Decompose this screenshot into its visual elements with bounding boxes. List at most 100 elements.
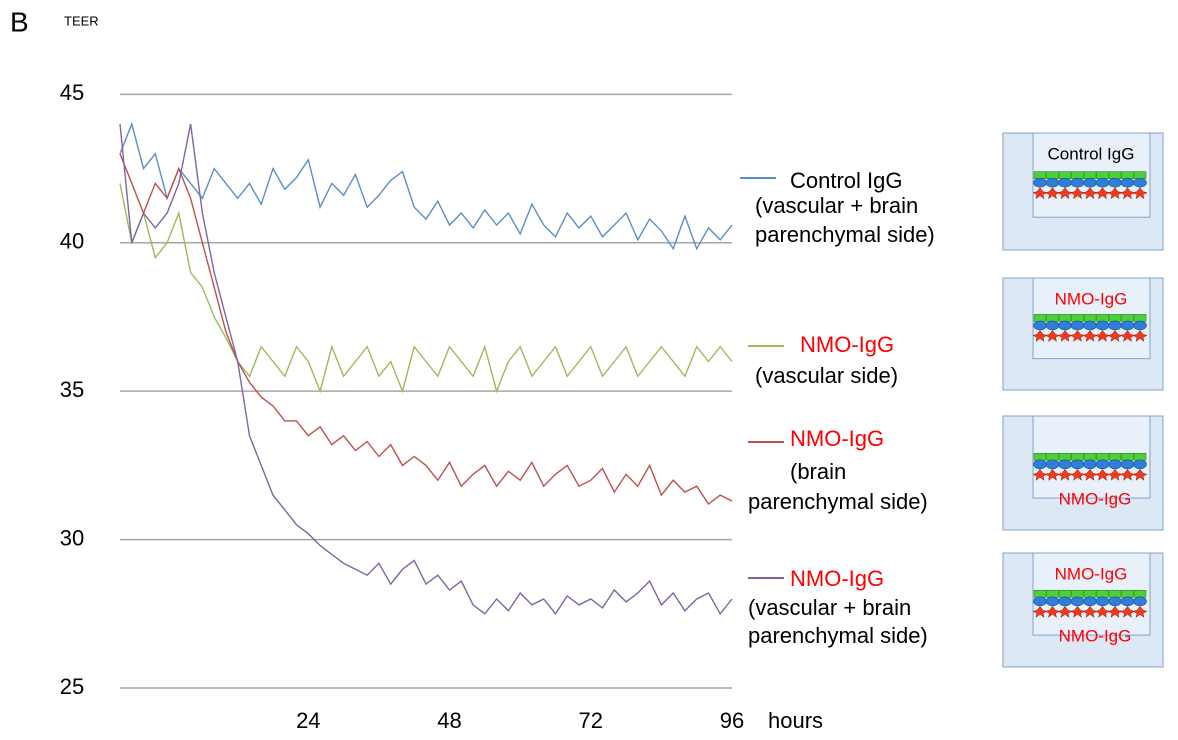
astrocyte <box>1032 468 1048 481</box>
endothelial-cell <box>1108 589 1122 598</box>
endothelial-cell <box>1096 314 1109 322</box>
endothelial-cell <box>1108 171 1122 179</box>
endothelial-cell <box>1083 452 1097 461</box>
legend-label: NMO-IgG <box>800 332 894 357</box>
pericyte <box>1108 320 1122 331</box>
pericyte <box>1108 459 1122 470</box>
astrocyte <box>1032 187 1048 200</box>
pericyte <box>1033 320 1047 331</box>
endothelial-cell <box>1033 314 1047 322</box>
pericyte <box>1108 596 1122 607</box>
endothelial-cell <box>1071 314 1084 322</box>
astrocyte <box>1044 329 1061 343</box>
series-line <box>119 153 733 506</box>
pericyte <box>1070 177 1085 188</box>
diagram-label: NMO-IgG <box>1059 489 1132 508</box>
astrocyte <box>1119 468 1136 481</box>
endothelial-cell <box>1083 171 1097 179</box>
endothelial-cell <box>1046 589 1059 598</box>
endothelial-cell <box>1046 171 1059 179</box>
endothelial-cell <box>1071 171 1084 179</box>
diagram-label: NMO-IgG <box>1055 289 1128 308</box>
astrocyte <box>1107 187 1123 200</box>
astrocyte <box>1044 468 1061 481</box>
astrocyte <box>1057 329 1073 343</box>
astrocyte <box>1119 187 1136 200</box>
pericyte <box>1045 320 1060 331</box>
legend-description: (vascular + brain <box>755 193 918 218</box>
endothelial-cell <box>1108 452 1122 461</box>
series-line <box>119 121 733 251</box>
pericyte <box>1070 459 1085 470</box>
y-tick-label: 30 <box>60 525 84 550</box>
pericyte <box>1058 320 1072 331</box>
endothelial-cell <box>1058 589 1072 598</box>
pericyte <box>1033 596 1047 607</box>
pericyte <box>1133 320 1147 331</box>
endothelial-cell <box>1046 452 1059 461</box>
pericyte <box>1120 459 1135 470</box>
series-line <box>119 183 733 394</box>
astrocyte <box>1069 605 1086 618</box>
astrocyte <box>1132 468 1148 481</box>
astrocyte <box>1082 187 1098 200</box>
pericyte <box>1120 320 1135 331</box>
x-axis-label: hours <box>768 708 823 733</box>
pericyte <box>1108 177 1122 188</box>
astrocyte <box>1069 329 1086 343</box>
endothelial-cell <box>1071 589 1084 598</box>
legend-label: Control IgG <box>790 168 903 193</box>
legend-description: (vascular + brain <box>748 595 911 620</box>
astrocyte <box>1094 187 1111 200</box>
astrocyte <box>1069 468 1086 481</box>
x-tick-label: 96 <box>720 708 744 733</box>
astrocyte <box>1069 187 1086 200</box>
legend-description: (brain <box>790 459 846 484</box>
pericyte <box>1095 177 1110 188</box>
pericyte <box>1083 459 1097 470</box>
pericyte <box>1033 459 1047 470</box>
astrocyte <box>1032 329 1048 343</box>
astrocyte <box>1132 187 1148 200</box>
astrocyte <box>1082 329 1098 343</box>
endothelial-cell <box>1071 452 1084 461</box>
astrocyte <box>1082 605 1098 618</box>
legend-label: NMO-IgG <box>790 566 884 591</box>
legend-description: parenchymal side) <box>755 222 935 247</box>
pericyte <box>1133 177 1147 188</box>
endothelial-cell <box>1121 589 1134 598</box>
pericyte <box>1083 177 1097 188</box>
endothelial-cell <box>1046 314 1059 322</box>
astrocyte <box>1094 329 1111 343</box>
endothelial-cell <box>1058 171 1072 179</box>
endothelial-cell <box>1121 171 1134 179</box>
endothelial-cell <box>1083 589 1097 598</box>
y-axis-label: TEER <box>64 13 99 28</box>
pericyte <box>1083 320 1097 331</box>
astrocyte <box>1107 468 1123 481</box>
endothelial-cell <box>1133 171 1147 179</box>
astrocyte <box>1094 468 1111 481</box>
endothelial-cell <box>1033 171 1047 179</box>
endothelial-cell <box>1096 589 1109 598</box>
endothelial-cell <box>1083 314 1097 322</box>
diagram-label: NMO-IgG <box>1055 564 1128 583</box>
endothelial-cell <box>1121 452 1134 461</box>
pericyte <box>1033 177 1047 188</box>
pericyte <box>1070 320 1085 331</box>
legend-description: (vascular side) <box>755 363 898 388</box>
pericyte <box>1133 459 1147 470</box>
endothelial-cell <box>1133 314 1147 322</box>
pericyte <box>1095 459 1110 470</box>
astrocyte <box>1094 605 1111 618</box>
pericyte <box>1070 596 1085 607</box>
pericyte <box>1120 596 1135 607</box>
astrocyte <box>1082 468 1098 481</box>
pericyte <box>1045 177 1060 188</box>
endothelial-cell <box>1108 314 1122 322</box>
pericyte <box>1058 177 1072 188</box>
y-tick-label: 40 <box>60 229 84 254</box>
endothelial-cell <box>1133 452 1147 461</box>
astrocyte <box>1044 187 1061 200</box>
